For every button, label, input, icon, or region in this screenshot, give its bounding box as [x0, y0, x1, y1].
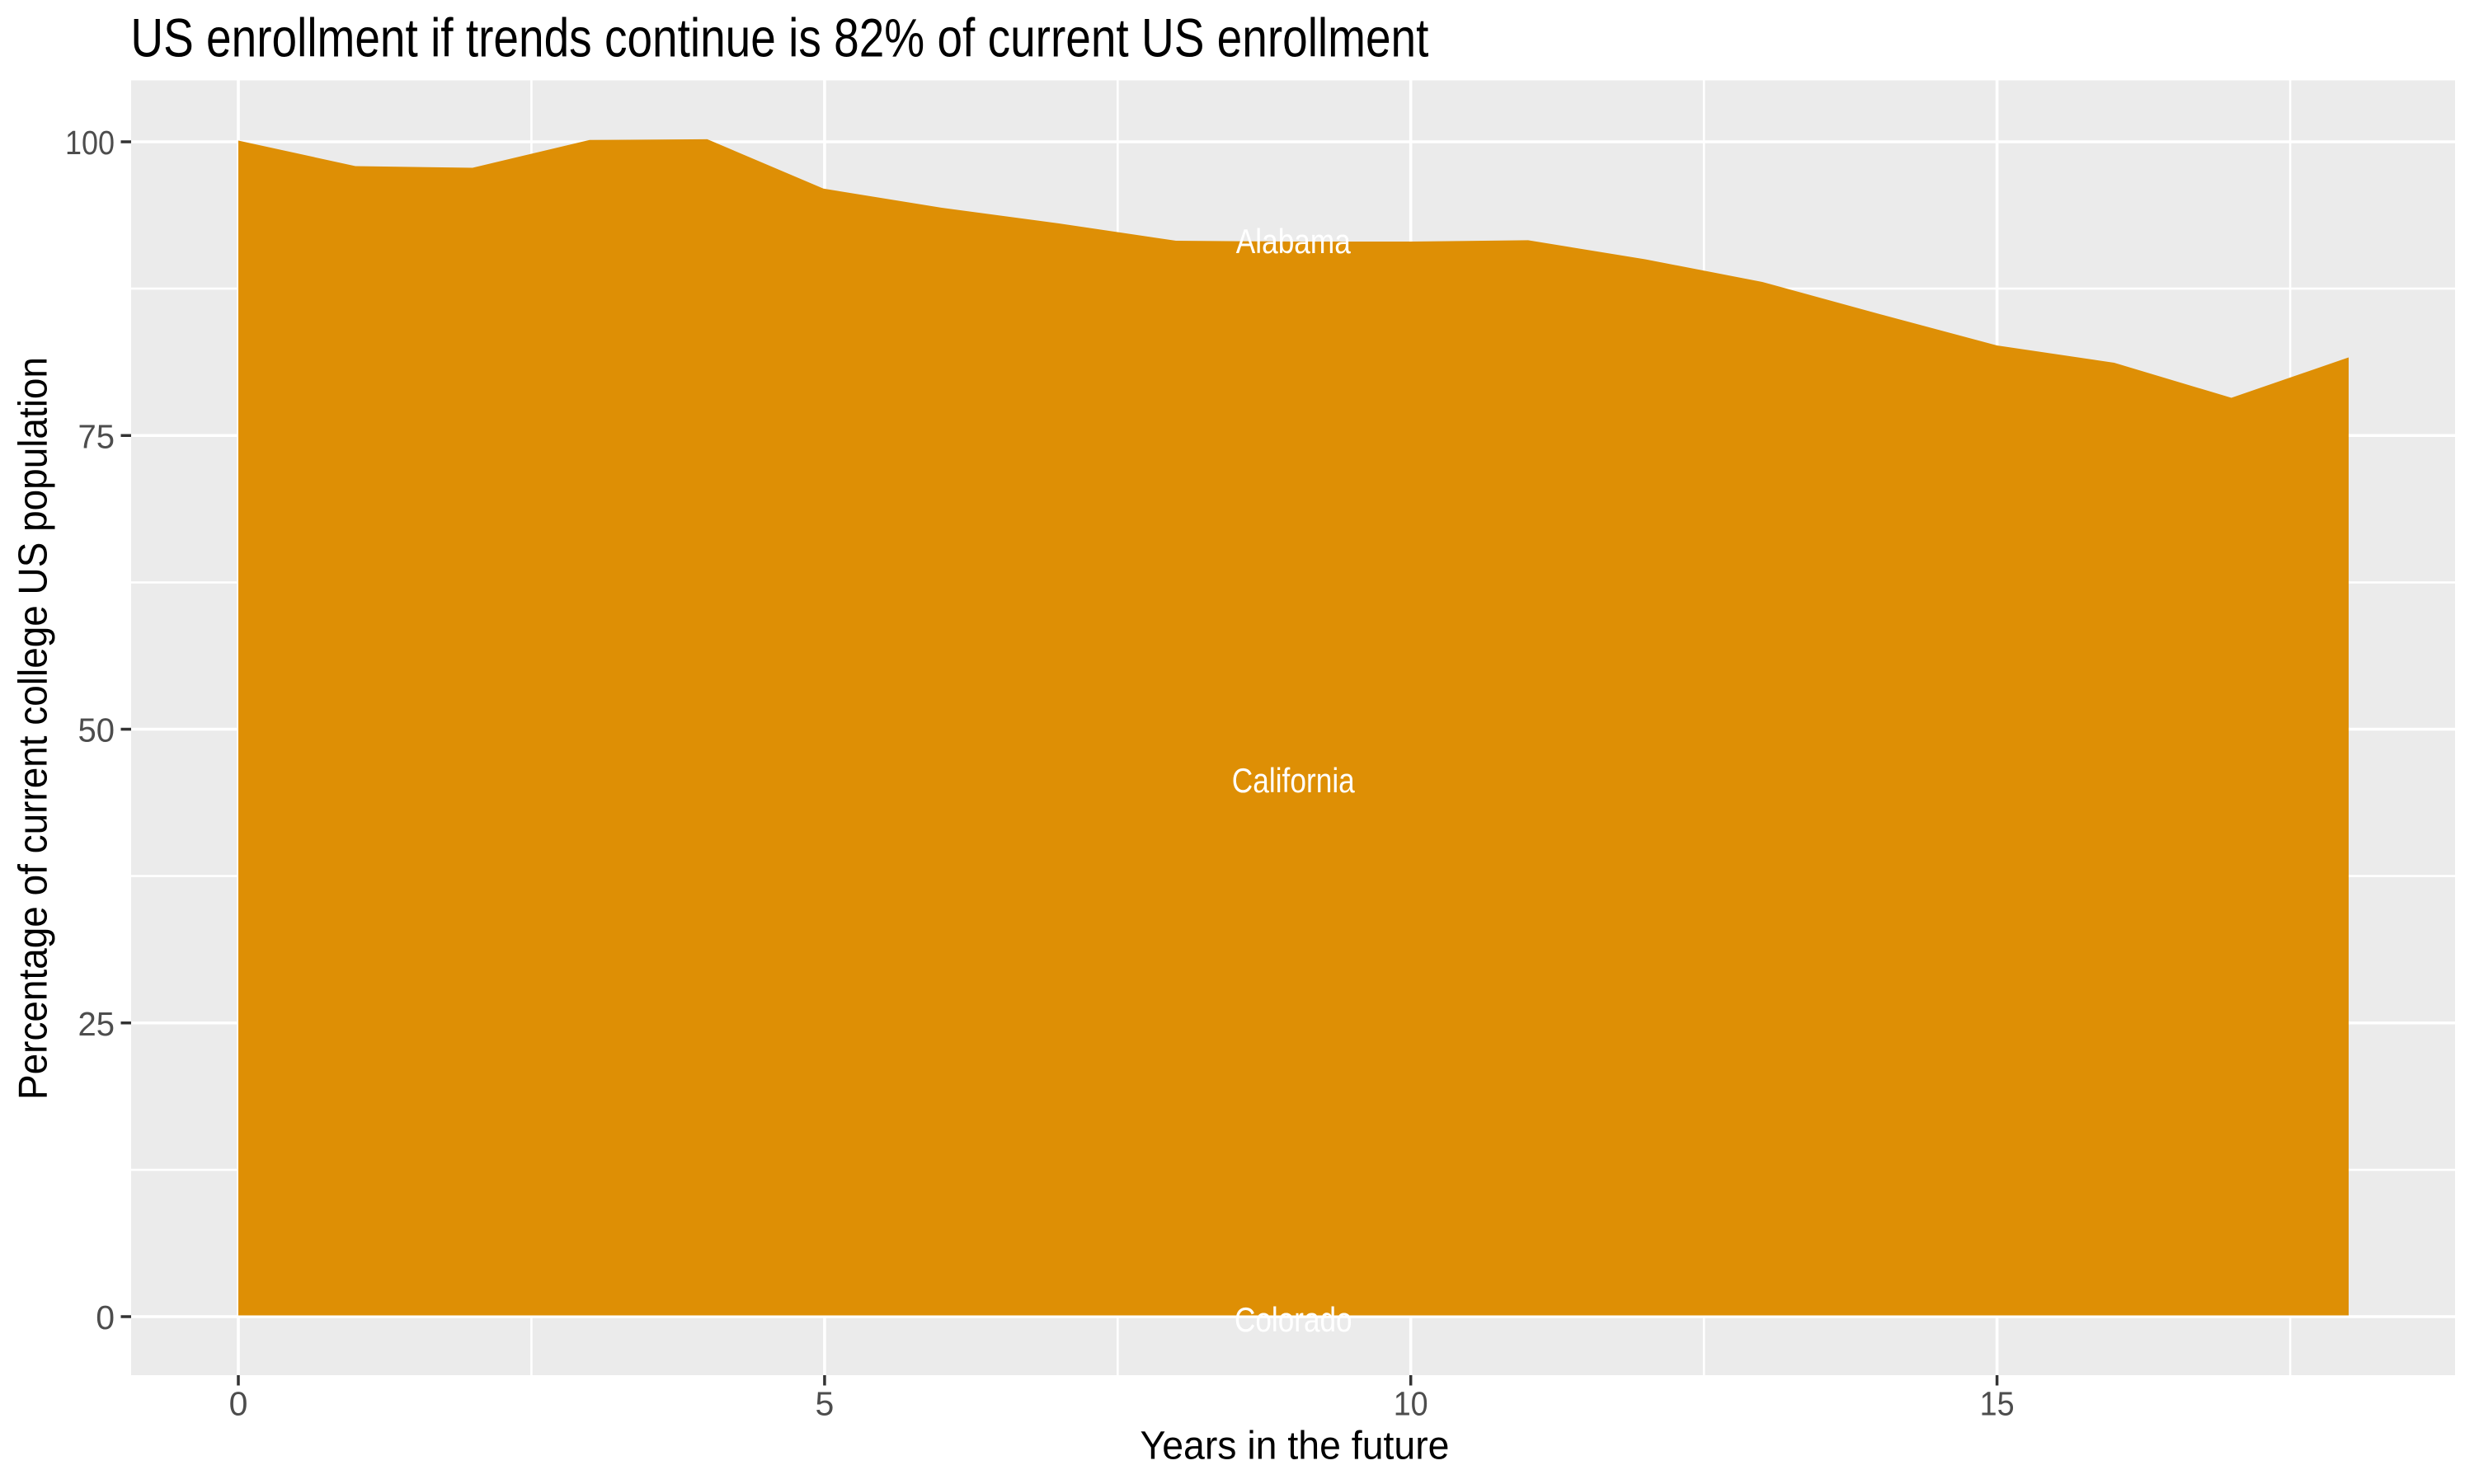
svg-text:California: California [1232, 761, 1356, 800]
svg-text:US enrollment if trends contin: US enrollment if trends continue is 82% … [130, 7, 1428, 68]
svg-text:5: 5 [815, 1384, 834, 1422]
svg-text:15: 15 [1980, 1384, 2015, 1422]
svg-text:100: 100 [65, 124, 115, 162]
svg-text:0: 0 [229, 1384, 248, 1422]
svg-text:50: 50 [78, 711, 115, 749]
svg-text:25: 25 [78, 1005, 115, 1043]
svg-text:Years in the future: Years in the future [1141, 1423, 1450, 1468]
svg-text:Colorado: Colorado [1235, 1300, 1352, 1339]
svg-text:75: 75 [78, 417, 115, 455]
svg-text:Percentage of current college: Percentage of current college US populat… [11, 357, 55, 1100]
svg-text:10: 10 [1394, 1384, 1428, 1422]
svg-text:Alabama: Alabama [1236, 222, 1352, 261]
svg-text:0: 0 [96, 1298, 115, 1336]
